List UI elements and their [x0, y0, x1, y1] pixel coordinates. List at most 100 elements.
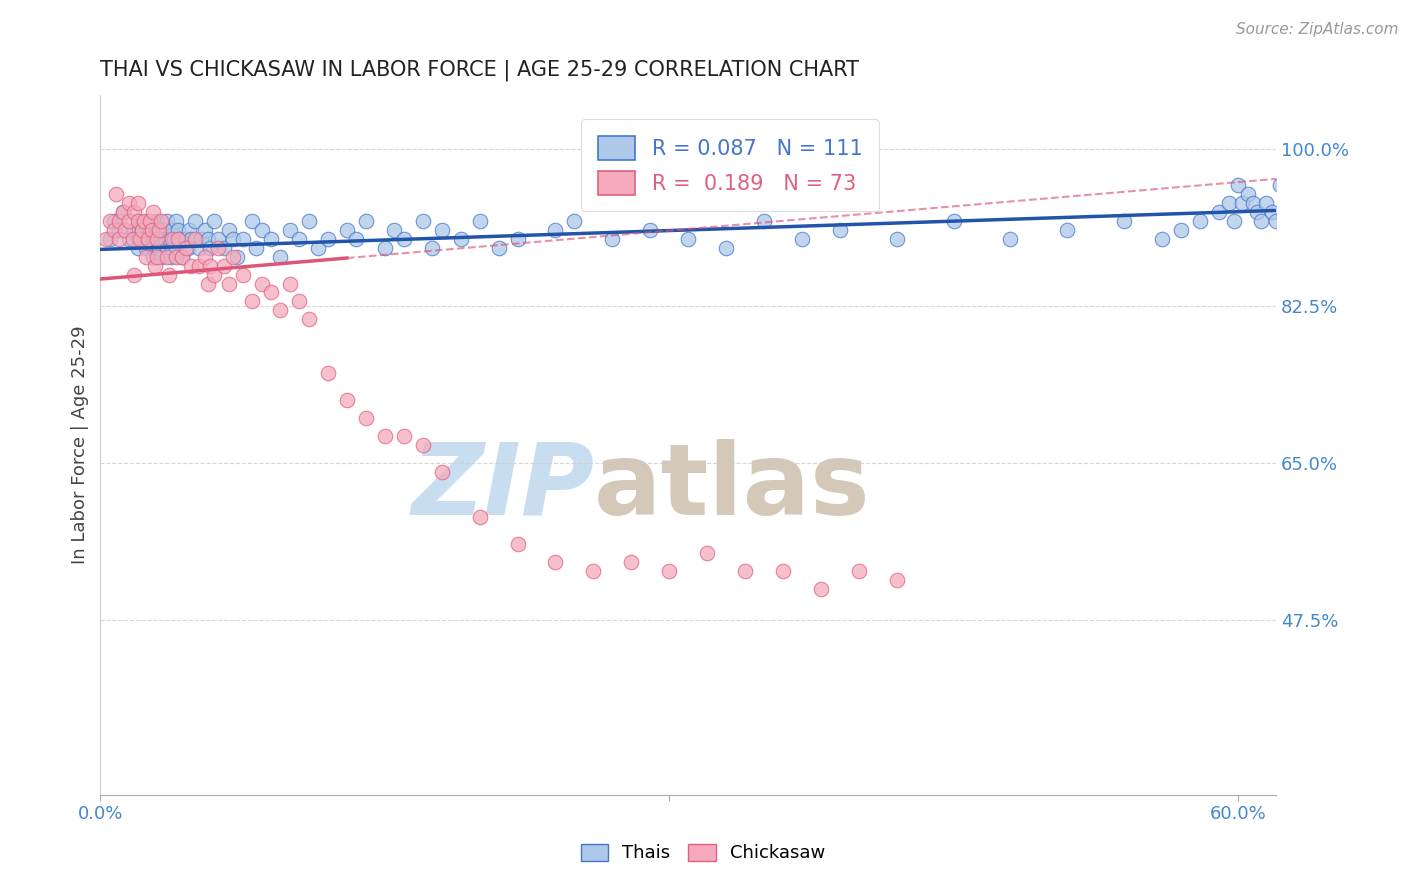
Point — [382, 222, 405, 236]
Point — [430, 222, 453, 236]
Point — [162, 222, 184, 236]
Point — [620, 555, 643, 569]
Point — [260, 285, 283, 300]
Point — [163, 232, 186, 246]
Text: THAI VS CHICKASAW IN LABOR FORCE | AGE 25-29 CORRELATION CHART: THAI VS CHICKASAW IN LABOR FORCE | AGE 2… — [100, 60, 859, 81]
Point — [150, 250, 173, 264]
Point — [1241, 195, 1264, 210]
Point — [1246, 204, 1268, 219]
Point — [886, 232, 908, 246]
Point — [136, 213, 159, 227]
Point — [127, 241, 149, 255]
Point — [250, 222, 273, 236]
Point — [269, 303, 291, 318]
Point — [1279, 195, 1302, 210]
Point — [162, 232, 184, 246]
Point — [112, 204, 135, 219]
Point — [127, 232, 149, 246]
Point — [127, 195, 149, 210]
Point — [176, 241, 198, 255]
Point — [146, 232, 169, 246]
Point — [142, 204, 165, 219]
Point — [506, 232, 529, 246]
Point — [179, 222, 201, 236]
Text: Source: ZipAtlas.com: Source: ZipAtlas.com — [1236, 22, 1399, 37]
Point — [114, 222, 136, 236]
Point — [1256, 195, 1278, 210]
Point — [108, 222, 131, 236]
Point — [108, 213, 131, 227]
Point — [316, 232, 339, 246]
Point — [170, 250, 193, 264]
Point — [298, 312, 321, 326]
Text: ZIP: ZIP — [411, 439, 595, 535]
Point — [157, 232, 180, 246]
Point — [167, 232, 190, 246]
Point — [260, 232, 283, 246]
Point — [132, 213, 155, 227]
Point — [412, 438, 434, 452]
Point — [450, 232, 472, 246]
Point — [174, 232, 197, 246]
Point — [240, 213, 263, 227]
Point — [392, 232, 415, 246]
Point — [148, 241, 170, 255]
Point — [269, 250, 291, 264]
Point — [156, 241, 179, 255]
Point — [1268, 178, 1291, 192]
Point — [336, 393, 359, 408]
Point — [165, 250, 187, 264]
Point — [1236, 186, 1258, 201]
Point — [1261, 204, 1284, 219]
Point — [298, 213, 321, 227]
Point — [1284, 169, 1306, 183]
Point — [810, 582, 832, 596]
Point — [159, 250, 181, 264]
Point — [288, 294, 311, 309]
Point — [190, 232, 212, 246]
Point — [184, 213, 207, 227]
Point — [638, 222, 661, 236]
Point — [734, 564, 756, 578]
Point — [165, 241, 187, 255]
Point — [138, 222, 160, 236]
Point — [142, 250, 165, 264]
Point — [245, 241, 267, 255]
Point — [772, 564, 794, 578]
Point — [232, 232, 254, 246]
Point — [1223, 213, 1246, 227]
Point — [170, 250, 193, 264]
Point — [124, 222, 146, 236]
Point — [420, 241, 443, 255]
Point — [1227, 178, 1250, 192]
Point — [188, 241, 211, 255]
Point — [218, 222, 240, 236]
Point — [148, 222, 170, 236]
Point — [207, 241, 229, 255]
Point — [696, 546, 718, 560]
Y-axis label: In Labor Force | Age 25-29: In Labor Force | Age 25-29 — [72, 326, 89, 565]
Point — [188, 259, 211, 273]
Point — [200, 259, 222, 273]
Point — [544, 555, 567, 569]
Point — [468, 213, 491, 227]
Point — [232, 268, 254, 282]
Point — [354, 411, 377, 425]
Point — [112, 204, 135, 219]
Point — [152, 222, 174, 236]
Point — [127, 213, 149, 227]
Point — [146, 213, 169, 227]
Point — [143, 232, 166, 246]
Point — [156, 250, 179, 264]
Point — [1114, 213, 1136, 227]
Point — [104, 186, 127, 201]
Point — [790, 232, 813, 246]
Point — [162, 241, 184, 255]
Point — [127, 213, 149, 227]
Point — [200, 241, 222, 255]
Point — [582, 564, 605, 578]
Point — [135, 250, 157, 264]
Point — [207, 232, 229, 246]
Point — [150, 213, 173, 227]
Point — [94, 232, 117, 246]
